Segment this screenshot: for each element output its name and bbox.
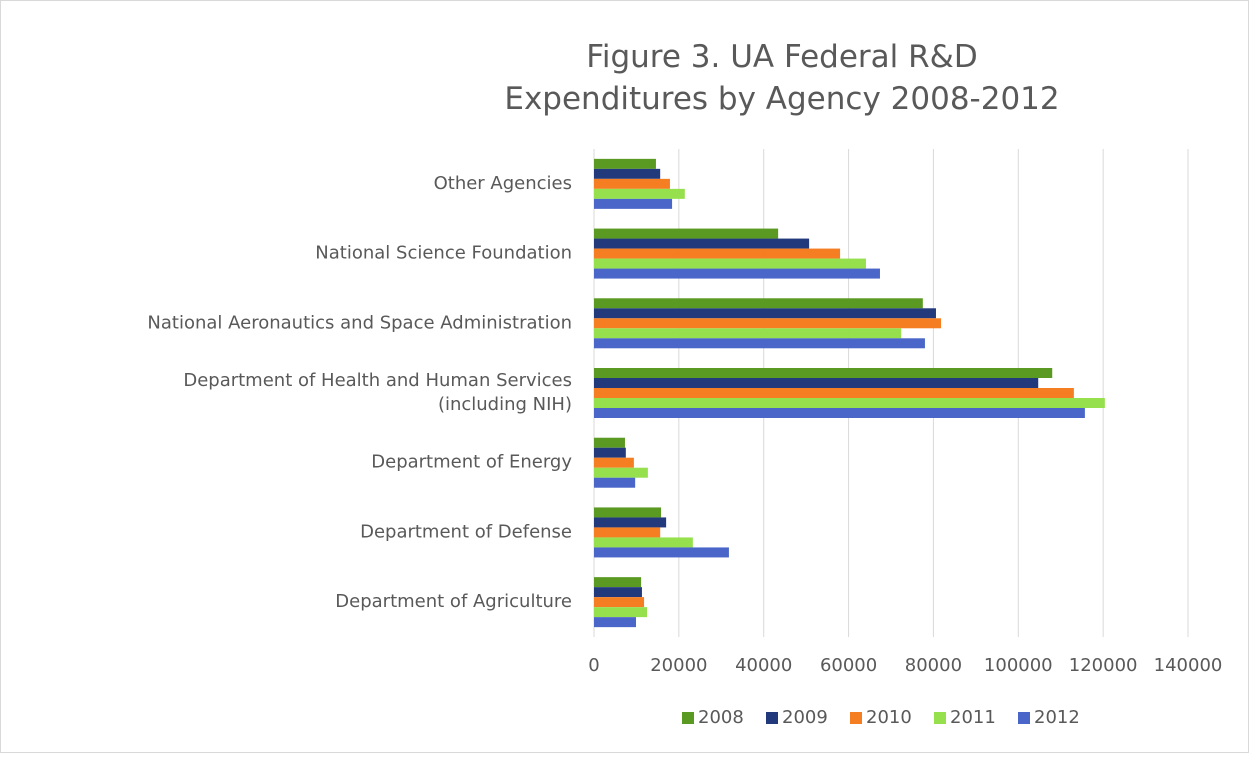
bar [594, 527, 661, 538]
bar [594, 238, 810, 249]
y-tick-label: Department of Defense [360, 521, 572, 542]
bar [594, 368, 1053, 378]
legend-label: 2010 [866, 707, 912, 728]
bar [594, 577, 642, 588]
bar [594, 158, 656, 169]
y-tick-label: Department of Health and Human Services(… [183, 370, 572, 415]
bar [594, 328, 902, 339]
bar [594, 178, 670, 189]
legend-label: 2008 [698, 707, 744, 728]
x-tick-label: 40000 [735, 655, 792, 676]
legend-label: 2011 [950, 707, 996, 728]
x-tick-label: 20000 [650, 655, 707, 676]
bar [594, 537, 693, 548]
legend-swatch [682, 712, 694, 724]
x-tick-label: 140000 [1154, 655, 1223, 676]
legend-swatch [1018, 712, 1030, 724]
bar [594, 408, 1085, 418]
x-tick-label: 0 [588, 655, 599, 676]
bar [594, 457, 634, 468]
y-tick-label: Department of Agriculture [335, 591, 572, 612]
bar [594, 447, 626, 458]
bar [594, 188, 685, 199]
bar [594, 437, 625, 448]
legend-label: 2012 [1034, 707, 1080, 728]
legend-swatch [934, 712, 946, 724]
bar [594, 517, 667, 528]
bar [594, 388, 1074, 398]
bar [594, 597, 645, 608]
bar [594, 467, 648, 478]
chart-title: Figure 3. UA Federal R&D Expenditures by … [504, 39, 1059, 117]
y-tick-label: National Science Foundation [315, 243, 572, 264]
y-tick-label: Other Agencies [434, 173, 572, 194]
y-tick-label: National Aeronautics and Space Administr… [147, 312, 572, 333]
bar [594, 308, 936, 319]
bar [594, 507, 662, 518]
x-tick-label: 100000 [984, 655, 1053, 676]
bar [594, 318, 942, 329]
bar [594, 248, 841, 259]
bar [594, 298, 923, 309]
legend-swatch [766, 712, 778, 724]
x-tick-label: 120000 [1069, 655, 1138, 676]
bar [594, 398, 1105, 408]
bar [594, 587, 642, 598]
legend-label: 2009 [782, 707, 828, 728]
legend-swatch [850, 712, 862, 724]
bar [594, 258, 866, 269]
bar [594, 617, 637, 628]
bar [594, 477, 636, 488]
bar [594, 198, 673, 209]
x-tick-label: 60000 [820, 655, 877, 676]
bar [594, 607, 648, 618]
bar [594, 378, 1039, 388]
bar [594, 338, 925, 349]
y-tick-label: Department of Energy [371, 452, 572, 473]
bar [594, 547, 729, 558]
bar [594, 168, 661, 179]
x-tick-label: 80000 [905, 655, 962, 676]
bar [594, 268, 880, 279]
bar [594, 228, 779, 239]
